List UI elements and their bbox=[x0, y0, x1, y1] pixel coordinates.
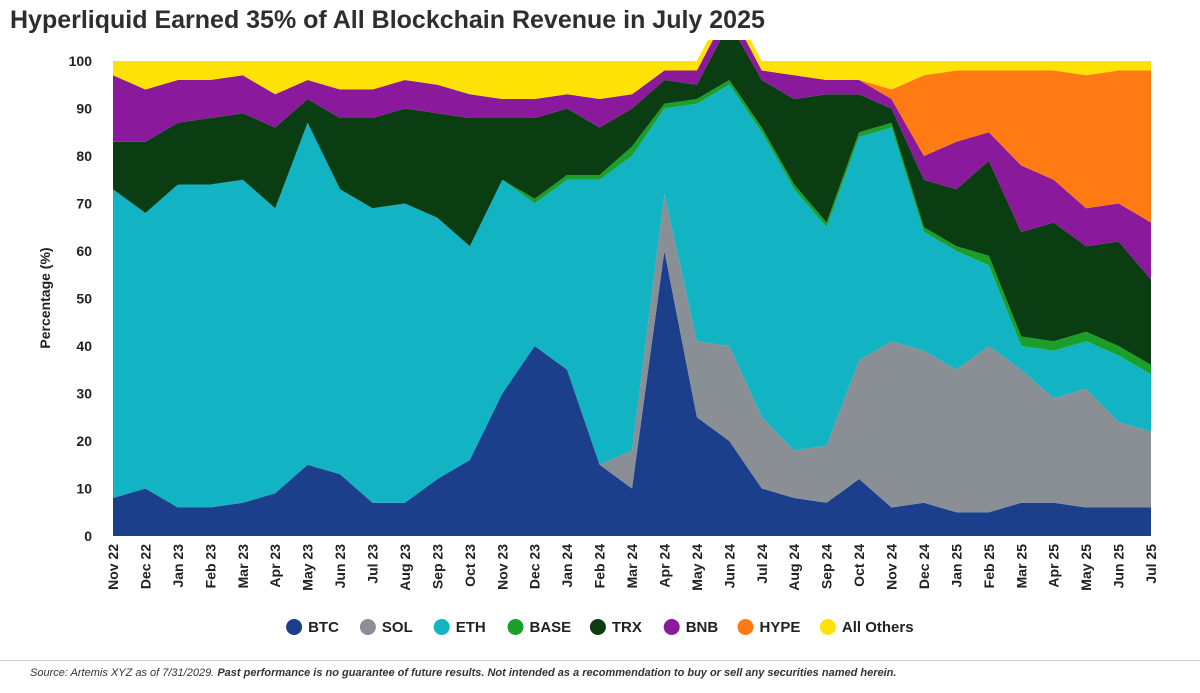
x-tick-label: Nov 22 bbox=[105, 544, 121, 590]
x-tick-label: Jul 23 bbox=[365, 544, 381, 584]
x-tick-label: Jun 25 bbox=[1111, 544, 1127, 589]
x-tick-label: Sep 24 bbox=[819, 544, 835, 589]
legend-label-eth: ETH bbox=[456, 619, 486, 636]
x-tick-label: Dec 23 bbox=[527, 544, 543, 589]
legend-label-btc: BTC bbox=[308, 619, 339, 636]
footer-disclaimer: Past performance is no guarantee of futu… bbox=[217, 667, 897, 679]
x-tick-label: Dec 22 bbox=[137, 544, 153, 589]
y-tick-label: 20 bbox=[76, 433, 92, 449]
x-tick-label: Apr 25 bbox=[1046, 544, 1062, 588]
legend-label-bnb: BNB bbox=[686, 619, 719, 636]
x-tick-label: Jan 23 bbox=[170, 544, 186, 588]
area-sol bbox=[113, 194, 1151, 513]
x-tick-label: Mar 24 bbox=[624, 544, 640, 589]
legend-label-hype: HYPE bbox=[760, 619, 801, 636]
legend-label-trx: TRX bbox=[612, 619, 642, 636]
y-axis-ticks: 0 10 20 30 40 50 60 70 80 90 100 bbox=[69, 53, 93, 544]
legend-label-base: BASE bbox=[530, 619, 572, 636]
x-tick-label: Jun 23 bbox=[332, 544, 348, 589]
x-tick-label: Jul 24 bbox=[754, 544, 770, 584]
legend-swatch-eth bbox=[433, 619, 450, 635]
y-tick-label: 10 bbox=[76, 481, 92, 497]
x-tick-label: Apr 23 bbox=[267, 544, 283, 588]
x-tick-label: Feb 25 bbox=[981, 544, 997, 589]
x-tick-label: Feb 23 bbox=[202, 544, 218, 589]
area-all-others bbox=[113, 40, 1151, 99]
legend-swatch-all-others bbox=[819, 619, 836, 635]
x-tick-label: Apr 24 bbox=[656, 544, 672, 588]
x-tick-label: May 23 bbox=[300, 544, 316, 591]
y-axis-label: Percentage (%) bbox=[37, 247, 53, 348]
y-tick-label: 50 bbox=[76, 291, 92, 307]
legend-swatch-bnb bbox=[663, 619, 680, 635]
y-tick-label: 0 bbox=[84, 528, 92, 544]
x-tick-label: Sep 23 bbox=[429, 544, 445, 589]
chart-area: 0 10 20 30 40 50 60 70 80 90 100 Nov 22 Dec 22 Jan 2… bbox=[0, 40, 1200, 655]
chart-title: Hyperliquid Earned 35% of All Blockchain… bbox=[10, 6, 765, 34]
stacked-area-chart: 0 10 20 30 40 50 60 70 80 90 100 Nov 22 Dec 22 Jan 2… bbox=[37, 40, 1159, 636]
x-tick-label: Nov 24 bbox=[884, 544, 900, 590]
legend: BTC SOL ETH BASE TRX BNB HYPE All Others bbox=[286, 619, 914, 636]
legend-swatch-trx bbox=[589, 619, 606, 635]
legend-label-all-others: All Others bbox=[842, 619, 914, 636]
area-btc bbox=[113, 251, 1151, 536]
x-tick-label: Aug 23 bbox=[397, 544, 413, 591]
x-tick-label: Aug 24 bbox=[786, 544, 802, 591]
x-tick-label: Oct 23 bbox=[462, 544, 478, 587]
x-tick-label: Jul 25 bbox=[1143, 544, 1159, 584]
legend-label-sol: SOL bbox=[382, 619, 413, 636]
area-bnb bbox=[113, 40, 1151, 280]
x-axis-ticks: Nov 22 Dec 22 Jan 23 Feb 23 Mar 23 Apr 23 May … bbox=[105, 544, 1159, 591]
x-tick-label: Nov 23 bbox=[494, 544, 510, 590]
x-tick-label: May 24 bbox=[689, 544, 705, 591]
y-tick-label: 40 bbox=[76, 338, 92, 354]
x-tick-label: Oct 24 bbox=[851, 544, 867, 587]
y-tick-label: 90 bbox=[76, 101, 92, 117]
legend-swatch-base bbox=[507, 619, 524, 635]
x-tick-label: Jan 24 bbox=[559, 544, 575, 588]
series-areas bbox=[113, 40, 1151, 536]
footer-source: Source: Artemis XYZ as of 7/31/2029. bbox=[30, 667, 215, 679]
area-eth bbox=[113, 84, 1151, 508]
x-tick-label: Jan 25 bbox=[948, 544, 964, 588]
x-tick-label: May 25 bbox=[1078, 544, 1094, 591]
x-tick-label: Mar 23 bbox=[235, 544, 251, 589]
y-tick-label: 30 bbox=[76, 386, 92, 402]
x-tick-label: Jun 24 bbox=[721, 544, 737, 589]
y-tick-label: 100 bbox=[69, 53, 93, 69]
footer: Source: Artemis XYZ as of 7/31/2029. Pas… bbox=[0, 660, 1200, 693]
x-tick-label: Feb 24 bbox=[592, 544, 608, 589]
area-hype bbox=[113, 40, 1151, 223]
y-tick-label: 80 bbox=[76, 148, 92, 164]
y-tick-label: 70 bbox=[76, 196, 92, 212]
area-base bbox=[113, 80, 1151, 375]
x-tick-label: Mar 25 bbox=[1013, 544, 1029, 589]
legend-swatch-sol bbox=[359, 619, 376, 635]
y-tick-label: 60 bbox=[76, 243, 92, 259]
legend-swatch-btc bbox=[286, 619, 303, 635]
area-trx bbox=[113, 40, 1151, 365]
legend-swatch-hype bbox=[737, 619, 754, 635]
x-tick-label: Dec 24 bbox=[916, 544, 932, 589]
